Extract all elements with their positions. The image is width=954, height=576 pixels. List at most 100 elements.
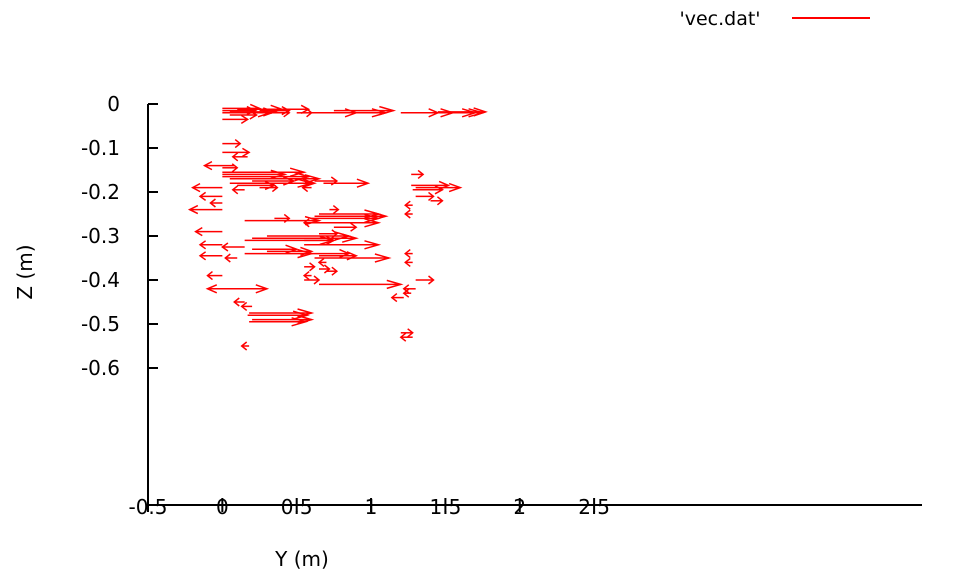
vector-head: [428, 275, 435, 285]
vector-arrow: [240, 341, 250, 351]
vector-head: [331, 266, 339, 276]
vector-arrow: [319, 279, 404, 290]
vector-head: [473, 107, 488, 117]
vector-arrow: [194, 226, 223, 237]
vector-arrow: [400, 328, 414, 338]
x-tick-label: -0.5: [128, 495, 167, 519]
y-tick-label: -0.5: [81, 312, 120, 336]
vector-arrow: [326, 266, 339, 276]
vector-head: [221, 242, 229, 252]
vector-arrow: [404, 200, 413, 210]
vector-head: [242, 147, 251, 158]
x-tick-label: 1: [365, 495, 378, 519]
vector-head: [302, 271, 310, 281]
vector-head: [291, 317, 309, 327]
vector-head: [364, 209, 382, 219]
vector-head: [205, 284, 218, 294]
vector-head: [240, 341, 248, 351]
vector-arrow: [224, 253, 238, 263]
vector-arrow: [222, 114, 250, 125]
vector-head: [198, 191, 207, 202]
y-tick-label: -0.1: [81, 136, 120, 160]
vector-arrow: [333, 105, 397, 116]
vector-head: [317, 257, 325, 267]
vector-head: [231, 163, 239, 173]
vector-arrow: [278, 104, 311, 114]
vector-head: [404, 257, 411, 267]
vector-arrow: [198, 240, 223, 250]
vector-head: [231, 185, 239, 195]
vector-head: [224, 253, 231, 263]
vector-arrow: [304, 218, 382, 228]
legend: 'vec.dat': [679, 8, 870, 30]
vector-head: [436, 196, 444, 206]
y-tick-label: -0.6: [81, 356, 120, 380]
vector-arrow: [302, 271, 312, 281]
vector-arrow: [206, 271, 223, 281]
y-tick-label: -0.4: [81, 268, 120, 292]
x-tick-label: 1.5: [429, 495, 461, 519]
vector-head: [326, 235, 336, 246]
vector-head: [356, 178, 371, 188]
y-tick-label: 0: [107, 92, 120, 116]
vector-arrow: [221, 242, 245, 252]
vector-head: [302, 218, 310, 228]
vector-head: [209, 198, 216, 208]
vector-head: [374, 253, 392, 263]
vector-head: [313, 275, 321, 285]
vector-head: [283, 213, 291, 223]
vector-head: [283, 108, 291, 118]
vector-head: [404, 209, 411, 219]
vector-arrow: [209, 198, 223, 208]
vector-head: [407, 328, 414, 338]
vector-head: [198, 240, 207, 250]
vector-head: [292, 310, 310, 320]
vector-arrow: [319, 209, 382, 219]
vector-arrow: [323, 178, 371, 188]
vector-arrow: [404, 249, 413, 259]
vector-head: [202, 160, 213, 171]
vector-head: [404, 249, 411, 259]
vector-head: [271, 183, 279, 193]
vector-head: [198, 251, 207, 261]
vector-head: [448, 182, 463, 193]
vector-arrow: [329, 205, 340, 215]
vector-head: [461, 108, 478, 118]
vector-arrow: [302, 218, 312, 228]
vector-head: [334, 231, 352, 241]
vector-head: [309, 262, 316, 272]
vector-head: [234, 139, 242, 149]
vector-head: [417, 169, 425, 179]
vector-arrow: [319, 229, 339, 239]
vector-arrow: [191, 182, 223, 193]
vector-arrow: [187, 204, 223, 215]
vector-head: [206, 271, 213, 281]
vector-head: [332, 205, 340, 215]
vector-arrow: [240, 301, 253, 311]
vector-head: [194, 226, 203, 237]
vector-head: [331, 229, 339, 239]
vector-head: [300, 104, 311, 114]
vector-arrow: [266, 178, 317, 188]
vector-arrow: [274, 213, 291, 223]
vector-arrow: [247, 310, 310, 320]
vector-arrow: [231, 152, 248, 162]
vector-arrow: [202, 160, 235, 171]
vector-arrow: [198, 251, 223, 261]
vector-arrow: [415, 191, 435, 201]
vector-arrow: [304, 262, 316, 272]
x-tick-label: 2.5: [578, 495, 610, 519]
vector-arrow: [319, 264, 331, 274]
vector-head: [364, 218, 382, 228]
vector-head: [240, 301, 248, 311]
vector-head: [434, 185, 445, 195]
vector-head: [231, 152, 239, 162]
vector-arrow: [314, 253, 392, 263]
vector-arrow: [404, 257, 413, 267]
vector-arrow: [231, 185, 245, 195]
vector-arrow: [437, 107, 488, 117]
x-tick-label: 0.5: [281, 495, 313, 519]
vector-head: [390, 293, 398, 303]
vector-head: [187, 204, 199, 215]
